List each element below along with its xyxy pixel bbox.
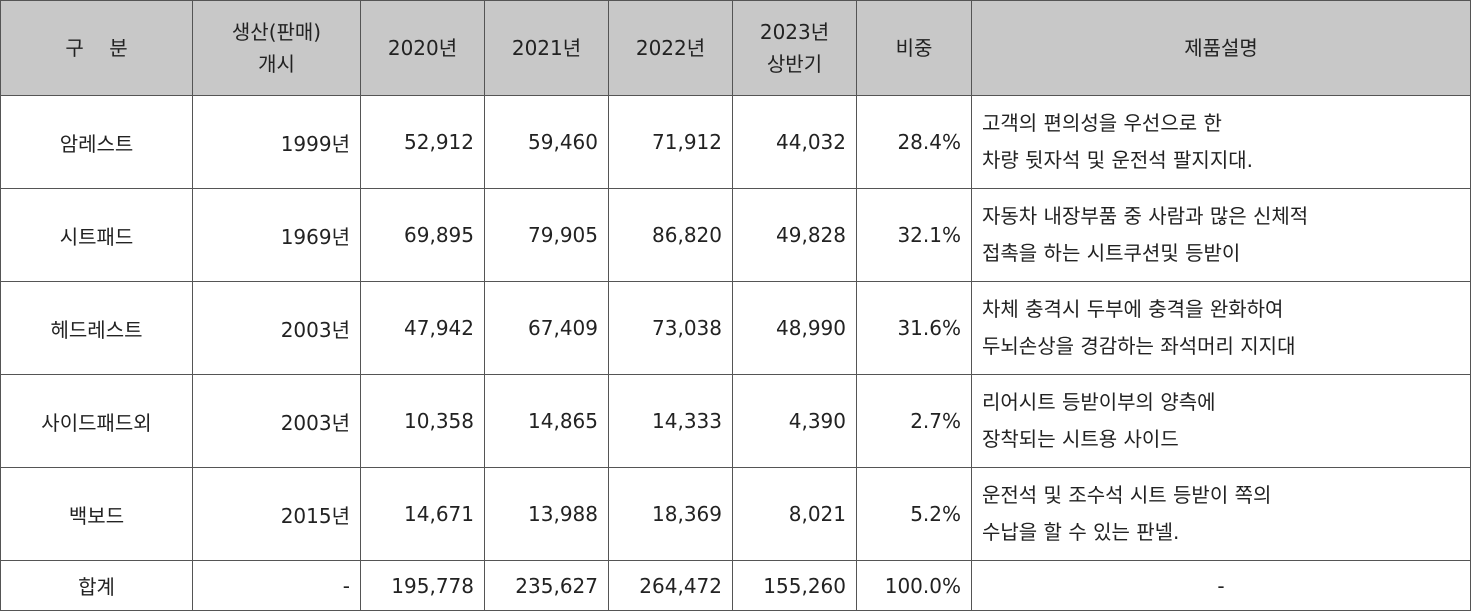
header-2022: 2022년 [608,0,733,96]
value-2020: 47,942 [360,281,485,375]
description-line1: 자동차 내장부품 중 사람과 많은 신체적 [982,204,1309,228]
header-launch: 생산(판매) 개시 [192,0,361,96]
description-line1: 운전석 및 조수석 시트 등받이 쪽의 [982,483,1272,507]
value-2022: 73,038 [608,281,733,375]
value-2021: 79,905 [484,188,609,282]
table-row: 암레스트 1999년 52,912 59,460 71,912 44,032 2… [0,95,1471,189]
value-2022: 14,333 [608,374,733,468]
total-launch: - [192,560,361,611]
header-row: 구 분 생산(판매) 개시 2020년 2021년 2022년 2023년 상반… [0,0,1471,96]
table-row: 사이드패드외 2003년 10,358 14,865 14,333 4,390 … [0,374,1471,468]
value-2022: 18,369 [608,467,733,561]
header-2021: 2021년 [484,0,609,96]
header-2020: 2020년 [360,0,485,96]
share-percent: 2.7% [856,374,972,468]
total-2023h1: 155,260 [732,560,857,611]
description-line2: 장착되는 시트용 사이드 [982,427,1179,451]
total-row: 합계 - 195,778 235,627 264,472 155,260 100… [0,560,1471,611]
value-2020: 52,912 [360,95,485,189]
value-2022: 86,820 [608,188,733,282]
launch-year: 1969년 [192,188,361,282]
value-2020: 14,671 [360,467,485,561]
description-line1: 고객의 편의성을 우선으로 한 [982,111,1222,135]
product-description: 운전석 및 조수석 시트 등받이 쪽의 수납을 할 수 있는 판넬. [971,467,1471,561]
header-share: 비중 [856,0,972,96]
value-2023h1: 49,828 [732,188,857,282]
product-name: 사이드패드외 [0,374,193,468]
value-2021: 59,460 [484,95,609,189]
header-launch-line1: 생산(판매) [231,20,322,44]
value-2023h1: 44,032 [732,95,857,189]
launch-year: 2003년 [192,374,361,468]
product-description: 리어시트 등받이부의 양측에 장착되는 시트용 사이드 [971,374,1471,468]
header-2023h1: 2023년 상반기 [732,0,857,96]
value-2021: 67,409 [484,281,609,375]
total-label: 합계 [0,560,193,611]
header-description: 제품설명 [971,0,1471,96]
table-row: 백보드 2015년 14,671 13,988 18,369 8,021 5.2… [0,467,1471,561]
share-percent: 32.1% [856,188,972,282]
share-percent: 28.4% [856,95,972,189]
header-launch-line2: 개시 [258,52,295,76]
header-2023h1-line1: 2023년 [759,20,830,44]
header-2023h1-line2: 상반기 [766,52,823,76]
value-2023h1: 48,990 [732,281,857,375]
share-percent: 31.6% [856,281,972,375]
description-line2: 수납을 할 수 있는 판넬. [982,520,1180,544]
value-2020: 10,358 [360,374,485,468]
product-name: 백보드 [0,467,193,561]
value-2023h1: 8,021 [732,467,857,561]
total-2022: 264,472 [608,560,733,611]
share-percent: 5.2% [856,467,972,561]
description-line1: 차체 충격시 두부에 충격을 완화하여 [982,297,1284,321]
value-2022: 71,912 [608,95,733,189]
header-category: 구 분 [0,0,193,96]
description-line1: 리어시트 등받이부의 양측에 [982,390,1216,414]
product-description: 차체 충격시 두부에 충격을 완화하여 두뇌손상을 경감하는 좌석머리 지지대 [971,281,1471,375]
total-2020: 195,778 [360,560,485,611]
product-name: 헤드레스트 [0,281,193,375]
value-2023h1: 4,390 [732,374,857,468]
launch-year: 2003년 [192,281,361,375]
description-line2: 두뇌손상을 경감하는 좌석머리 지지대 [982,334,1296,358]
total-2021: 235,627 [484,560,609,611]
total-share: 100.0% [856,560,972,611]
product-name: 암레스트 [0,95,193,189]
description-line2: 차량 뒷자석 및 운전석 팔지지대. [982,148,1253,172]
value-2020: 69,895 [360,188,485,282]
product-description: 고객의 편의성을 우선으로 한 차량 뒷자석 및 운전석 팔지지대. [971,95,1471,189]
description-line2: 접촉을 하는 시트쿠션및 등받이 [982,241,1241,265]
launch-year: 1999년 [192,95,361,189]
value-2021: 13,988 [484,467,609,561]
product-description: 자동차 내장부품 중 사람과 많은 신체적 접촉을 하는 시트쿠션및 등받이 [971,188,1471,282]
launch-year: 2015년 [192,467,361,561]
table-row: 시트패드 1969년 69,895 79,905 86,820 49,828 3… [0,188,1471,282]
value-2021: 14,865 [484,374,609,468]
table-row: 헤드레스트 2003년 47,942 67,409 73,038 48,990 … [0,281,1471,375]
total-description: - [971,560,1471,611]
product-name: 시트패드 [0,188,193,282]
